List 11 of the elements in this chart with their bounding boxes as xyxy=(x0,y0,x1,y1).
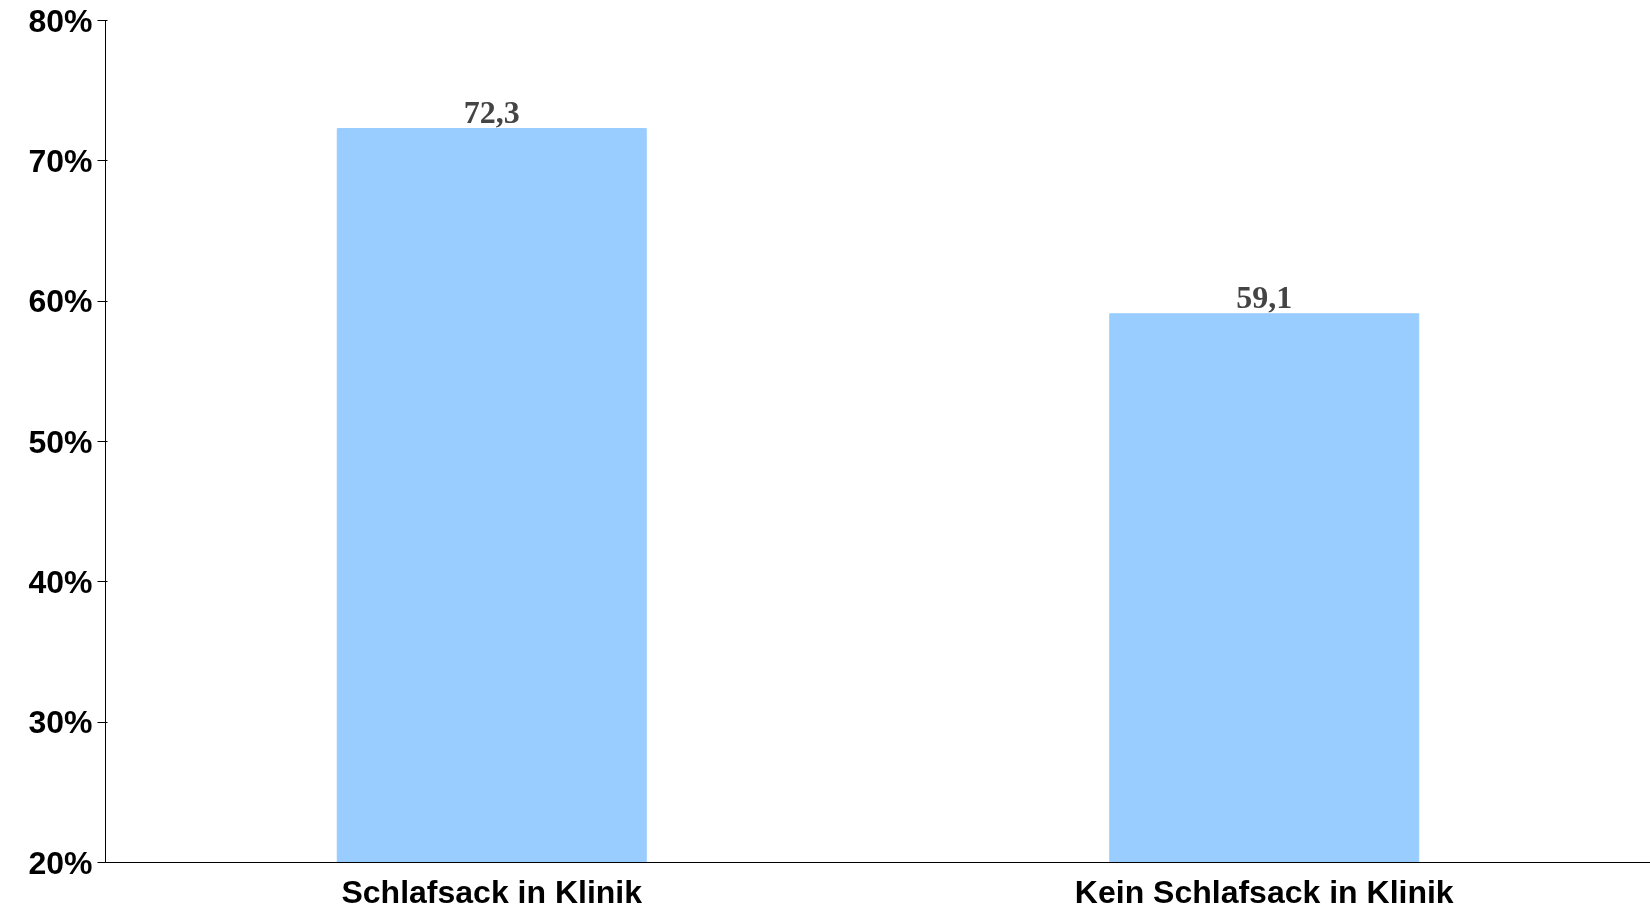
x-tick-label: Kein Schlafsack in Klinik xyxy=(1074,873,1454,910)
y-tick-label: 20% xyxy=(28,844,93,881)
y-tick-label: 50% xyxy=(28,423,93,460)
data-label: 72,3 xyxy=(463,93,520,130)
x-tick-label: Schlafsack in Klinik xyxy=(341,873,643,910)
y-tick-label: 70% xyxy=(28,142,93,179)
y-tick-label: 80% xyxy=(28,2,93,39)
y-tick-label: 60% xyxy=(28,283,93,320)
y-tick-label: 30% xyxy=(28,704,93,741)
data-label: 59,1 xyxy=(1236,278,1293,315)
y-tick-label: 40% xyxy=(28,563,93,600)
